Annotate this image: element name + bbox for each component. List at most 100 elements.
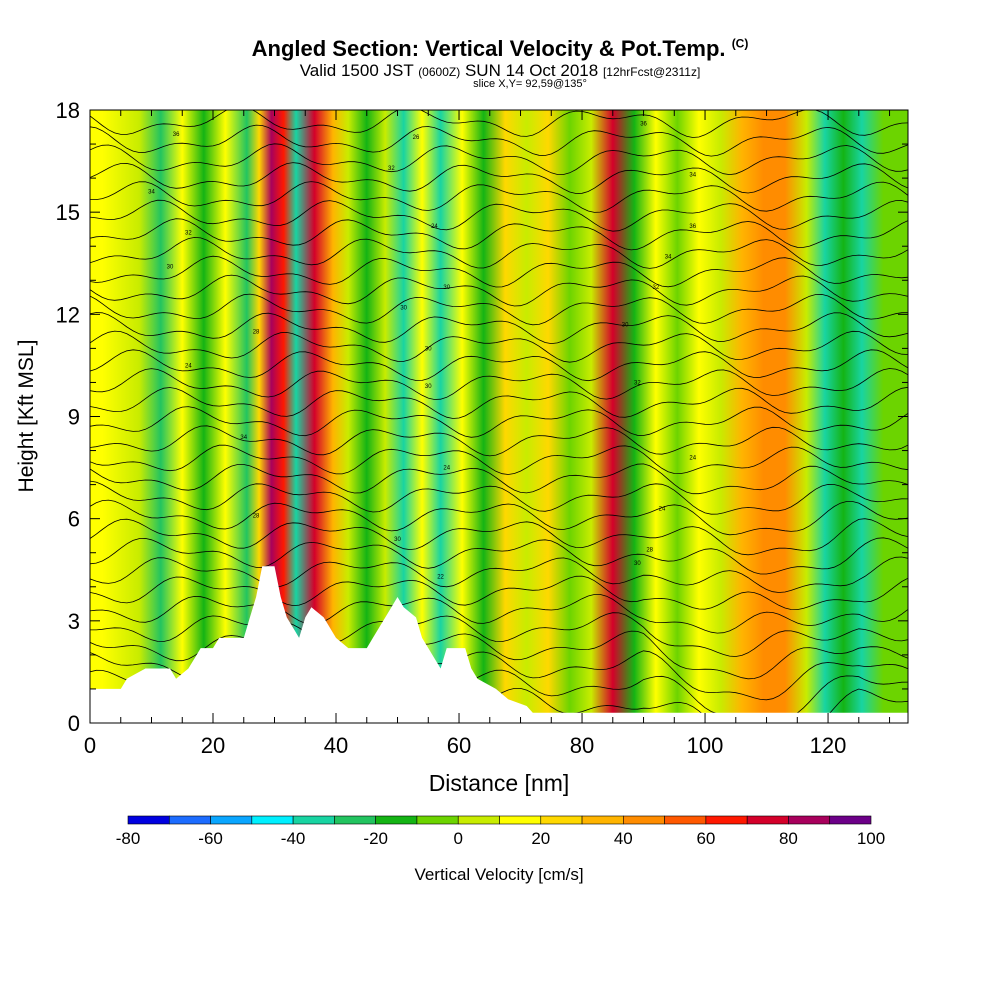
isentrope-label: 32: [634, 380, 641, 386]
isentrope-line: [90, 480, 908, 515]
colorbar-swatch: [705, 815, 748, 825]
colorbar-swatch: [375, 815, 418, 825]
x-tick-label: 40: [324, 733, 348, 758]
colorbar-swatch: [210, 815, 253, 825]
isentrope-labels: 36 34 32 30 28 24 34 28 26 32 24 30 30 30 30 24 30 22 36 34…: [148, 122, 697, 581]
isentrope-line: [90, 425, 908, 457]
y-tick-label: 0: [68, 711, 80, 736]
colorbar-swatch: [292, 815, 335, 825]
colorbar-label: Vertical Velocity [cm/s]: [414, 865, 583, 884]
isentrope-label: 34: [689, 173, 696, 179]
valid-date: SUN 14 Oct 2018: [464, 61, 599, 80]
isentrope-line: [90, 312, 908, 345]
isentrope-line: [90, 594, 908, 634]
colorbar-swatch: [334, 815, 376, 825]
isentrope-label: 24: [431, 224, 438, 230]
colorbar-tick-label: 80: [779, 829, 798, 848]
velocity-field: [90, 110, 908, 723]
isentrope-line: [90, 368, 908, 400]
isentrope-line: [90, 444, 908, 475]
isentrope-line: [90, 162, 908, 194]
isentrope-line: [90, 630, 908, 680]
isentrope-label: 34: [665, 254, 672, 260]
isentrope-label: 34: [240, 435, 247, 441]
colorbar-swatch: [581, 815, 624, 825]
colorbar-tick-label: -40: [281, 829, 306, 848]
isentrope-label: 30: [400, 306, 407, 312]
isentrope-label: 30: [167, 265, 174, 271]
isentrope-label: 24: [443, 466, 450, 472]
isentrope-label: 36: [173, 132, 180, 138]
isentrope-label: 24: [689, 455, 696, 461]
isentrope-label: 32: [652, 285, 659, 291]
isentrope-line: [90, 499, 908, 536]
isentrope-line: [90, 330, 908, 363]
isentrope-line: [90, 218, 908, 251]
valid-time: Valid 1500 JST (0600Z) SUN 14 Oct 2018 […: [0, 61, 1000, 81]
isentrope-label: 28: [646, 547, 653, 553]
y-tick-label: 3: [68, 609, 80, 634]
title-unit: (C): [731, 36, 749, 51]
isentrope-label: 22: [437, 575, 444, 581]
isentrope-lines: [90, 110, 908, 723]
isentrope-label: 30: [394, 537, 401, 543]
isentrope-line: [90, 463, 908, 495]
y-tick-label: 6: [68, 507, 80, 532]
isentrope-line: [90, 518, 908, 556]
isentrope-label: 26: [413, 135, 420, 141]
isentrope-label: 32: [185, 231, 192, 237]
y-tick-label: 18: [56, 98, 80, 123]
isentrope-line: [90, 293, 908, 326]
colorbar-swatch: [457, 815, 500, 825]
isentrope-label: 34: [148, 190, 155, 196]
isentrope-line: [90, 274, 908, 307]
colorbar-swatch: [788, 815, 831, 825]
isentrope-line: [90, 124, 908, 157]
chart-title: Angled Section: Vertical Velocity & Pot.…: [0, 36, 1000, 62]
colorbar-swatch: [127, 815, 170, 825]
title-main: Angled Section: Vertical Velocity & Pot.…: [251, 36, 726, 61]
colorbar-swatch: [251, 815, 294, 825]
colorbar-tick-label: -80: [116, 829, 141, 848]
x-tick-label: 100: [687, 733, 724, 758]
y-axis-label: Height [Kft MSL]: [15, 340, 38, 493]
colorbar-swatch: [664, 815, 707, 825]
colorbar-swatch: [540, 815, 583, 825]
isentrope-line: [90, 199, 908, 232]
isentrope-line: [90, 255, 908, 288]
colorbar-swatch: [168, 815, 211, 825]
colorbar-tick-label: 100: [857, 829, 885, 848]
colorbar-tick-label: -20: [363, 829, 388, 848]
y-tick-label: 15: [56, 200, 80, 225]
velocity-shading: [90, 110, 908, 723]
isentrope-line: [90, 181, 908, 213]
isentrope-line: [90, 537, 908, 575]
isentrope-line: [90, 612, 908, 657]
y-tick-label: 9: [68, 405, 80, 430]
x-tick-label: 80: [570, 733, 594, 758]
x-tick-label: 20: [201, 733, 225, 758]
isentrope-label: 36: [689, 224, 696, 230]
plot-area: 36 34 32 30 28 24 34 28 26 32 24 30 30 30 30 24 30 22 36 34…: [90, 110, 908, 723]
x-tick-label: 120: [810, 733, 847, 758]
isentrope-line: [90, 406, 908, 438]
colorbar-swatch: [746, 815, 789, 825]
isentrope-label: 28: [253, 513, 260, 519]
colorbar-swatch: [416, 815, 459, 825]
isentrope-label: 24: [659, 506, 666, 512]
colorbar-swatch: [623, 815, 665, 825]
valid-prefix: Valid 1500 JST: [299, 61, 414, 80]
isentrope-label: 28: [253, 329, 260, 335]
isentrope-label: 36: [640, 122, 647, 128]
isentrope-label: 32: [388, 166, 395, 172]
y-tick-label: 12: [56, 302, 80, 327]
slice-info: slice X,Y= 92,59@135°: [0, 78, 1000, 90]
isentrope-line: [90, 386, 908, 419]
x-tick-label: 60: [447, 733, 471, 758]
isentrope-label: 24: [185, 363, 192, 369]
colorbar-tick-label: -60: [198, 829, 223, 848]
valid-utc: (0600Z): [418, 65, 461, 79]
colorbar-tick-label: 0: [453, 829, 462, 848]
